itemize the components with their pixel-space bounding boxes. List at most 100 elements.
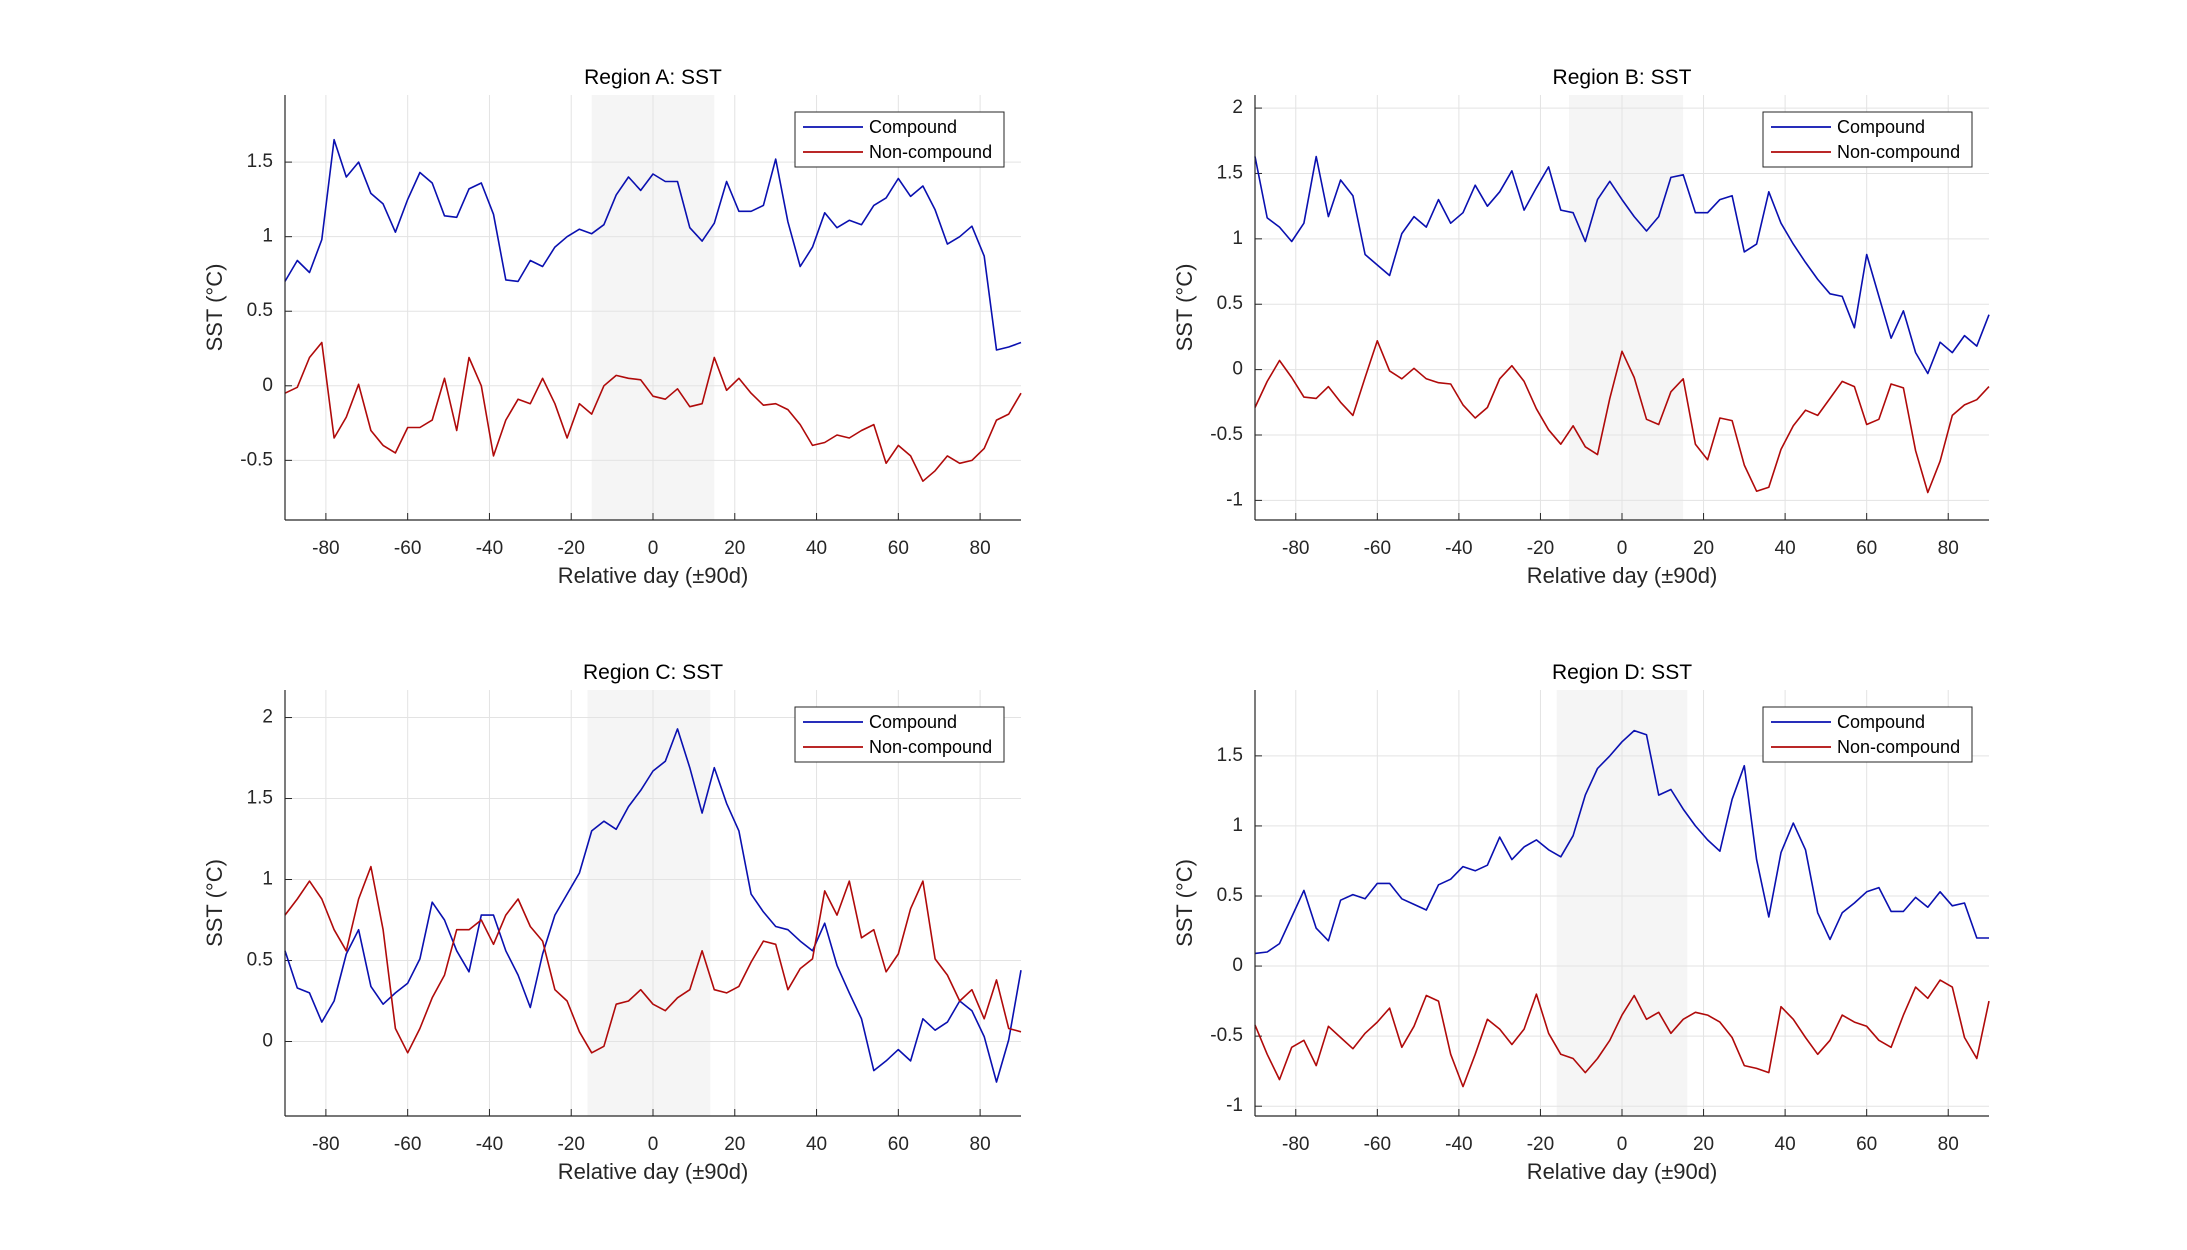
x-tick-label: 0 [1617, 538, 1628, 559]
x-tick-label: -80 [1282, 1134, 1309, 1155]
y-axis-label: SST (°C) [1172, 859, 1197, 947]
x-tick-label: -20 [1527, 538, 1554, 559]
y-tick-label: -0.5 [240, 449, 273, 470]
x-tick-label: -40 [1445, 1134, 1472, 1155]
x-tick-label: -60 [1364, 1134, 1391, 1155]
x-tick-label: 0 [648, 1134, 659, 1155]
panel-region-c: -80 -60 -40 -20 0 20 40 60 80 0 0.5 1 1.5 2 Region C: … [202, 661, 1022, 1184]
non-compound-series-line [1254, 979, 1990, 1088]
compound-series-line [1254, 155, 1990, 375]
y-tick-label: 0.5 [247, 300, 273, 321]
y-axis-label: SST (°C) [202, 859, 227, 947]
x-tick-label: 20 [724, 1134, 745, 1155]
x-tick-label: -40 [476, 538, 503, 559]
y-tick-label: 0 [1232, 955, 1243, 976]
chart-title: Region B: SST [1553, 66, 1692, 89]
x-tick-label: 0 [1617, 1134, 1628, 1155]
x-tick-label: 80 [970, 538, 991, 559]
x-tick-label: 80 [1938, 538, 1959, 559]
panel-region-b: -80 -60 -40 -20 0 20 40 60 80 -1 -0.5 0 0.5 1 1.5 2 Regi… [1172, 66, 1990, 588]
legend: Compound Non-compound [1762, 706, 1973, 763]
y-tick-label: 1.5 [247, 788, 273, 809]
y-tick-label: 1 [262, 869, 273, 890]
compound-series-line [1254, 729, 1989, 955]
legend-entry-label: Compound [1837, 712, 1925, 732]
legend-box [1762, 111, 1973, 168]
legend: Compound Non-compound [794, 111, 1005, 168]
x-tick-label: -80 [1282, 538, 1309, 559]
x-tick-label: 0 [648, 538, 659, 559]
x-tick-label: -60 [394, 538, 421, 559]
x-axis-label: Relative day (±90d) [1527, 563, 1718, 588]
compound-series-line [284, 138, 1022, 351]
x-tick-label: 40 [806, 538, 827, 559]
x-tick-label: 40 [1775, 538, 1796, 559]
legend-entry-label: Non-compound [1837, 142, 1960, 162]
y-tick-label: 0.5 [1217, 885, 1243, 906]
legend-entry-label: Non-compound [869, 142, 992, 162]
y-tick-label: 1.5 [247, 151, 273, 172]
x-tick-label: -20 [557, 538, 584, 559]
x-axis-label: Relative day (±90d) [558, 563, 749, 588]
panel-region-a: -80 -60 -40 -20 0 20 40 60 80 -0.5 0 0.5 1 1.5 Region … [202, 66, 1022, 588]
event-window-shading [587, 690, 711, 1116]
legend-box [794, 706, 1005, 763]
y-tick-label: 1 [1232, 228, 1243, 249]
x-tick-label: 60 [888, 538, 909, 559]
compound-series-line [284, 728, 1022, 1083]
legend: Compound Non-compound [1762, 111, 1973, 168]
x-tick-label: 60 [888, 1134, 909, 1155]
x-tick-label: -80 [312, 1134, 339, 1155]
event-window-shading [1568, 95, 1684, 520]
x-tick-label: -40 [1445, 538, 1472, 559]
x-tick-label: 80 [970, 1134, 991, 1155]
legend-entry-label: Compound [869, 712, 957, 732]
x-tick-label: 80 [1938, 1134, 1959, 1155]
x-tick-label: 20 [1693, 1134, 1714, 1155]
legend-entry-label: Compound [1837, 117, 1925, 137]
x-tick-label: -60 [394, 1134, 421, 1155]
x-tick-label: -40 [476, 1134, 503, 1155]
y-tick-label: 1.5 [1217, 162, 1243, 183]
y-axis-label: SST (°C) [202, 264, 227, 352]
x-tick-label: 20 [724, 538, 745, 559]
y-tick-label: 0 [262, 1031, 273, 1052]
x-tick-label: 40 [806, 1134, 827, 1155]
legend: Compound Non-compound [794, 706, 1005, 763]
y-tick-label: 1.5 [1217, 745, 1243, 766]
non-compound-series-line [284, 341, 1022, 483]
panel-region-d: -80 -60 -40 -20 0 20 40 60 80 -1 -0.5 0 0.5 1 1.5 Regio… [1172, 661, 1990, 1184]
x-axis-label: Relative day (±90d) [1527, 1159, 1718, 1184]
x-tick-label: -20 [557, 1134, 584, 1155]
chart-title: Region C: SST [583, 661, 723, 684]
legend-box [794, 111, 1005, 168]
legend-box [1762, 706, 1973, 763]
y-tick-label: 2 [1232, 97, 1243, 118]
x-axis-label: Relative day (±90d) [558, 1159, 749, 1184]
y-tick-label: -0.5 [1210, 424, 1243, 445]
y-tick-label: -0.5 [1210, 1025, 1243, 1046]
x-tick-label: -20 [1527, 1134, 1554, 1155]
y-tick-label: 1 [262, 226, 273, 247]
chart-title: Region A: SST [584, 66, 722, 89]
x-tick-label: -60 [1364, 538, 1391, 559]
x-tick-label: 60 [1856, 1134, 1877, 1155]
legend-entry-label: Non-compound [1837, 737, 1960, 757]
y-axis-label: SST (°C) [1172, 264, 1197, 352]
legend-entry-label: Compound [869, 117, 957, 137]
y-tick-label: -1 [1226, 1095, 1243, 1116]
x-tick-label: 40 [1775, 1134, 1796, 1155]
y-tick-label: 2 [262, 707, 273, 728]
chart-title: Region D: SST [1552, 661, 1692, 684]
non-compound-series-line [1254, 339, 1990, 494]
x-tick-label: -80 [312, 538, 339, 559]
x-tick-label: 60 [1856, 538, 1877, 559]
legend-entry-label: Non-compound [869, 737, 992, 757]
non-compound-series-line [284, 865, 1022, 1054]
y-tick-label: 0.5 [1217, 293, 1243, 314]
y-tick-label: 0 [262, 375, 273, 396]
y-tick-label: 1 [1232, 815, 1243, 836]
x-tick-label: 20 [1693, 538, 1714, 559]
y-tick-label: 0 [1232, 359, 1243, 380]
